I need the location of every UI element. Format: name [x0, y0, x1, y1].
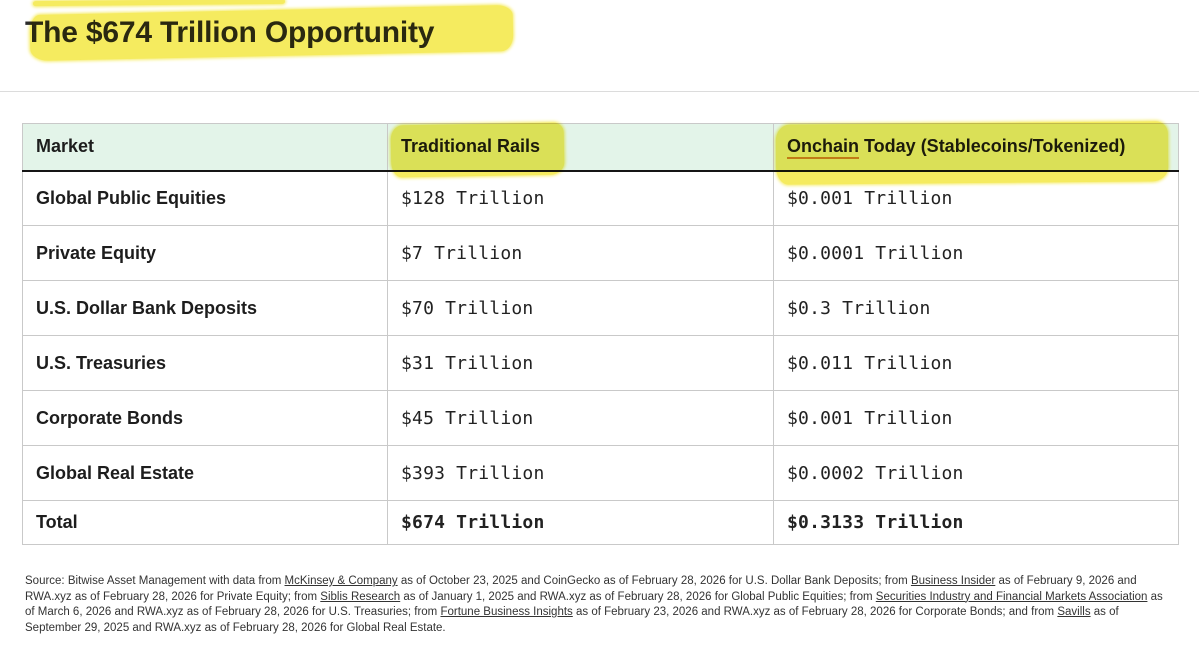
onchain-rest: Today (Stablecoins/Tokenized) — [859, 136, 1126, 157]
market-cell: Corporate Bonds — [22, 390, 388, 446]
source-link[interactable]: Siblis Research — [320, 590, 401, 603]
page-title: The $674 Trillion Opportunity — [25, 16, 435, 49]
table-row: U.S. Dollar Bank Deposits $70 Trillion $… — [22, 280, 1179, 336]
table-row: Global Public Equities $128 Trillion $0.… — [22, 170, 1179, 226]
traditional-value-cell: $674 Trillion — [387, 500, 774, 545]
table-row: Private Equity $7 Trillion $0.0001 Trill… — [22, 225, 1179, 281]
traditional-value-cell: $31 Trillion — [387, 335, 774, 391]
market-cell: U.S. Treasuries — [22, 335, 388, 391]
onchain-word: Onchain — [787, 136, 860, 160]
source-text: as of October 23, 2025 and CoinGecko as … — [397, 575, 911, 587]
source-text: as of September 29, 2025 and RWA.xyz as … — [25, 606, 1119, 634]
table-row: Global Real Estate $393 Trillion $0.0002… — [22, 445, 1179, 501]
traditional-value-cell: $7 Trillion — [387, 225, 774, 281]
onchain-value-cell: $0.3 Trillion — [773, 280, 1179, 336]
divider — [0, 91, 1199, 92]
source-text: as of February 9, 2026 and RWA.xyz as of… — [25, 575, 1137, 603]
source-link[interactable]: Savills — [1057, 606, 1091, 618]
market-cell: Private Equity — [22, 225, 388, 281]
source-link[interactable]: Fortune Business Insights — [440, 606, 573, 618]
col-header-traditional: Traditional Rails — [387, 123, 774, 172]
source-link[interactable]: McKinsey & Company — [284, 575, 398, 587]
opportunity-table: Market Traditional Rails Onchain Today (… — [22, 123, 1179, 545]
table-row: Total $674 Trillion $0.3133 Trillion — [22, 500, 1179, 545]
source-text: as of February 23, 2026 and RWA.xyz as o… — [572, 606, 1058, 618]
market-cell: Total — [22, 500, 388, 545]
market-cell: U.S. Dollar Bank Deposits — [22, 280, 388, 336]
traditional-value-cell: $45 Trillion — [387, 390, 774, 446]
source-text: as of March 6, 2026 and RWA.xyz as of Fe… — [25, 590, 1163, 619]
col-header-onchain: Onchain Today (Stablecoins/Tokenized) — [773, 123, 1179, 172]
onchain-value-cell: $0.011 Trillion — [773, 335, 1179, 391]
market-cell: Global Public Equities — [22, 170, 388, 226]
onchain-value-cell: $0.001 Trillion — [773, 170, 1179, 226]
source-text: as of January 1, 2025 and RWA.xyz as of … — [400, 590, 876, 603]
source-link[interactable]: Securities Industry and Financial Market… — [875, 590, 1148, 603]
col-header-market: Market — [22, 123, 388, 172]
source-note: Source: Bitwise Asset Management with da… — [25, 574, 1175, 636]
traditional-value-cell: $70 Trillion — [387, 280, 774, 336]
source-text: Source: Bitwise Asset Management with da… — [25, 575, 285, 587]
table-header-row: Market Traditional Rails Onchain Today (… — [22, 123, 1179, 172]
source-link[interactable]: Business Insider — [910, 575, 996, 587]
table-row: U.S. Treasuries $31 Trillion $0.011 Tril… — [22, 335, 1179, 391]
traditional-value-cell: $128 Trillion — [387, 170, 774, 226]
onchain-value-cell: $0.0002 Trillion — [773, 445, 1179, 501]
onchain-value-cell: $0.001 Trillion — [773, 390, 1179, 446]
table-row: Corporate Bonds $45 Trillion $0.001 Tril… — [22, 390, 1179, 446]
onchain-value-cell: $0.0001 Trillion — [773, 225, 1179, 281]
market-cell: Global Real Estate — [22, 445, 388, 501]
onchain-value-cell: $0.3133 Trillion — [773, 500, 1179, 545]
traditional-value-cell: $393 Trillion — [387, 445, 774, 501]
